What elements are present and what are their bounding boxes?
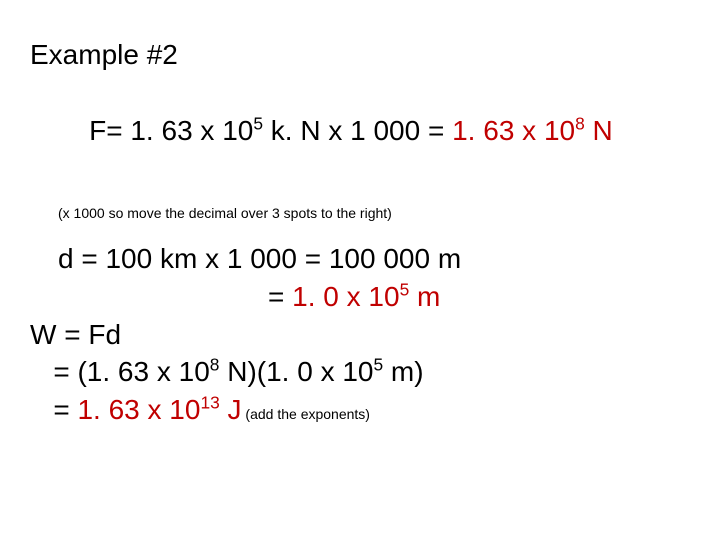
force-equation: F= 1. 63 x 105 k. N x 1 000 = 1. 63 x 10… — [30, 74, 690, 187]
work-line-2-exp2: 5 — [374, 355, 384, 375]
work-line-2-mid: N)(1. 0 x 10 — [219, 356, 373, 387]
force-prefix: F= 1. 63 x 10 — [89, 115, 253, 146]
example-title: Example #2 — [30, 36, 690, 74]
work-line-2: = (1. 63 x 108 N)(1. 0 x 105 m) — [30, 353, 690, 391]
add-exponents-note: (add the exponents) — [242, 406, 370, 422]
work-line-3: = 1. 63 x 1013 J (add the exponents) — [30, 391, 690, 429]
distance-line-2-indent: = — [58, 281, 292, 312]
force-mid: k. N x 1 000 = — [263, 115, 452, 146]
force-result: 1. 63 x 108 N — [452, 115, 613, 146]
force-result-prefix: 1. 63 x 10 — [452, 115, 575, 146]
work-result: 1. 63 x 1013 J — [77, 394, 241, 425]
work-line-2-exp1: 8 — [210, 355, 220, 375]
distance-result-prefix: 1. 0 x 10 — [292, 281, 399, 312]
distance-result: 1. 0 x 105 m — [292, 281, 440, 312]
work-line-3-pre: = — [30, 394, 77, 425]
force-exp-1: 5 — [253, 113, 263, 133]
decimal-note: (x 1000 so move the decimal over 3 spots… — [30, 205, 690, 222]
distance-line-2: = 1. 0 x 105 m — [30, 278, 690, 316]
distance-result-suffix: m — [409, 281, 440, 312]
work-line-2-pre: = (1. 63 x 10 — [30, 356, 210, 387]
distance-result-exp: 5 — [400, 279, 410, 299]
work-result-prefix: 1. 63 x 10 — [77, 394, 200, 425]
distance-line-1: d = 100 km x 1 000 = 100 000 m — [30, 240, 690, 278]
force-result-exp: 8 — [575, 113, 585, 133]
work-line-1: W = Fd — [30, 316, 690, 354]
slide: Example #2 F= 1. 63 x 105 k. N x 1 000 =… — [0, 0, 720, 540]
work-line-2-post: m) — [383, 356, 423, 387]
work-result-suffix: J — [220, 394, 242, 425]
work-result-exp: 13 — [200, 393, 219, 413]
force-result-suffix: N — [585, 115, 613, 146]
